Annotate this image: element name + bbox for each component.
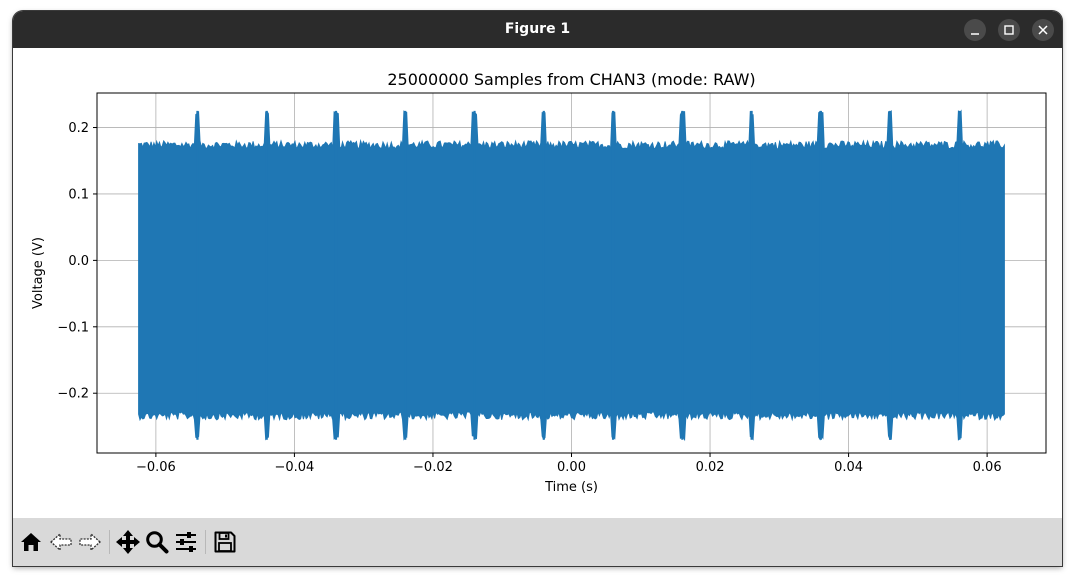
zoom-button[interactable] <box>143 528 171 556</box>
minimize-icon <box>971 33 979 35</box>
x-tick-label: −0.02 <box>413 460 453 475</box>
title-bar[interactable]: Figure 1 <box>13 11 1062 48</box>
navigation-toolbar <box>13 518 1062 566</box>
x-tick-label: −0.06 <box>136 460 176 475</box>
forward-button[interactable] <box>76 528 104 556</box>
minimize-button[interactable] <box>964 19 986 41</box>
y-axis-label: Voltage (V) <box>31 237 46 309</box>
back-button[interactable] <box>47 528 75 556</box>
x-tick-label: 0.06 <box>973 460 1002 475</box>
y-tick-label: 0.0 <box>68 254 89 269</box>
home-icon <box>21 533 41 551</box>
signal-envelope <box>138 109 1005 442</box>
save-icon <box>214 531 236 553</box>
x-tick-label: 0.04 <box>834 460 863 475</box>
window-title: Figure 1 <box>504 21 571 37</box>
home-button[interactable] <box>17 528 45 556</box>
x-tick-label: 0.02 <box>696 460 725 475</box>
series-signal <box>138 109 1005 442</box>
sliders-icon <box>176 532 196 552</box>
move-icon <box>116 530 140 554</box>
y-tick-label: 0.2 <box>68 121 89 136</box>
x-axis-label: Time (s) <box>544 480 598 495</box>
y-tick-label: 0.1 <box>68 187 89 202</box>
chart-title: 25000000 Samples from CHAN3 (mode: RAW) <box>387 70 755 89</box>
maximize-icon <box>1004 25 1014 35</box>
toolbar-separator <box>205 530 206 554</box>
figure-canvas[interactable]: −0.06 −0.04 −0.02 0.00 0.02 0.04 0.06 −0.2 −0.1 0… <box>13 48 1062 518</box>
zoom-icon <box>146 531 169 554</box>
figure-window: Figure 1 −0.06 −0.04 −0.02 0.00 0.02 0.04 0.06… <box>13 11 1062 566</box>
save-button[interactable] <box>211 528 239 556</box>
toolbar-separator <box>109 530 110 554</box>
pan-button[interactable] <box>114 528 142 556</box>
y-tick-label: −0.2 <box>57 387 89 402</box>
y-tick-label: −0.1 <box>57 320 89 335</box>
maximize-button[interactable] <box>998 19 1020 41</box>
x-tick-label: −0.04 <box>274 460 314 475</box>
configure-subplots-button[interactable] <box>172 528 200 556</box>
x-tick-label: 0.00 <box>557 460 586 475</box>
close-button[interactable] <box>1032 19 1054 41</box>
back-arrow-icon <box>50 532 72 552</box>
close-icon <box>1038 25 1048 35</box>
forward-arrow-icon <box>79 532 101 552</box>
chart[interactable]: −0.06 −0.04 −0.02 0.00 0.02 0.04 0.06 −0.2 −0.1 0… <box>13 48 1062 518</box>
ticks: −0.06 −0.04 −0.02 0.00 0.02 0.04 0.06 −0.2 −0.1 0… <box>57 121 1001 475</box>
